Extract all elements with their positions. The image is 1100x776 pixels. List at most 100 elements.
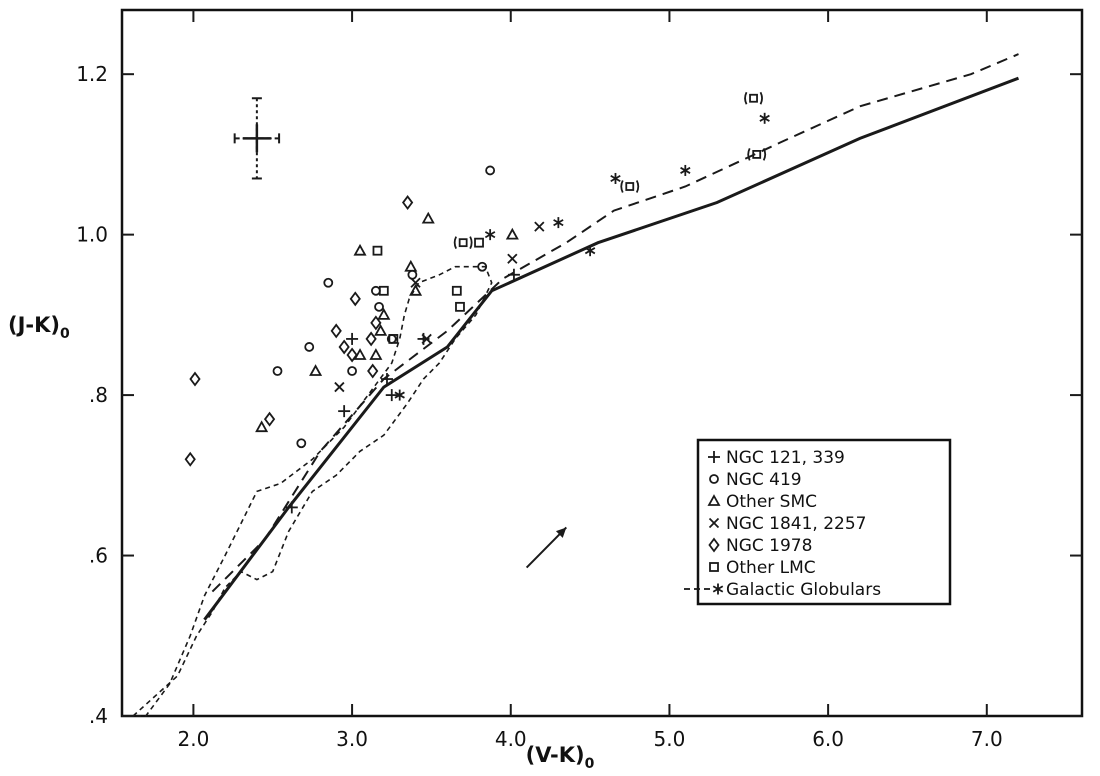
data-point-triangle (505, 227, 519, 240)
data-point-circle (407, 269, 418, 280)
data-point-triangle (309, 364, 323, 376)
data-point-triangle (369, 348, 383, 360)
y-tick-marks: .4 .6 .8 1.0 1.2 (76, 62, 1082, 728)
data-point-circle (485, 165, 496, 176)
legend-symbol-plus (708, 451, 720, 463)
x-axis-title: (V-K)0 (526, 743, 595, 772)
data-point-star (484, 229, 496, 241)
data-point-star (584, 245, 596, 257)
data-point-diamond (370, 315, 382, 331)
data-point-circle (272, 366, 283, 376)
envelope-layer (131, 265, 493, 717)
legend-label: NGC 419 (726, 470, 802, 490)
legend-label: Galactic Globulars (726, 580, 881, 600)
data-point-triangle (377, 308, 391, 320)
data-point-square (455, 301, 465, 312)
arrow-head (555, 527, 567, 538)
y-axis-title-main: (J-K) (8, 313, 60, 337)
legend-symbol-cross (708, 517, 720, 529)
data-point-star (553, 217, 564, 229)
data-point-plus (507, 268, 520, 281)
legend-label: NGC 1841, 2257 (726, 514, 867, 534)
data-point-bracket-square (744, 91, 763, 105)
data-point-plus (380, 373, 393, 386)
data-point-star (394, 389, 405, 401)
data-point-cross (410, 277, 421, 288)
data-point-circle (374, 301, 384, 312)
line-layer (203, 53, 1020, 621)
data-point-bracket-square (453, 236, 473, 250)
legend-label: Other LMC (726, 558, 816, 578)
x-tick-label: 3.0 (336, 727, 368, 751)
data-point-square (378, 285, 389, 296)
data-point-cross (421, 333, 432, 345)
x-axis-title-main: (V-K) (526, 743, 585, 767)
legend-symbol-circle (709, 474, 719, 484)
dashed-sequence-line (211, 53, 1019, 593)
legend-symbol-dash-star (684, 583, 724, 595)
globular-cluster-envelope (131, 265, 493, 717)
data-point-cross (507, 253, 518, 264)
plot-frame (120, 8, 1084, 718)
x-tick-marks: 2.0 3.0 4.0 5.0 6.0 7.0 (177, 10, 1003, 751)
data-point-star (680, 164, 691, 176)
x-axis-title-sub: 0 (585, 756, 595, 772)
legend-label: Other SMC (726, 492, 817, 512)
data-point-plus (385, 389, 398, 402)
data-point-triangle (409, 283, 423, 296)
data-point-triangle (255, 420, 269, 433)
x-tick-label: 2.0 (177, 727, 209, 751)
data-point-square (474, 237, 484, 248)
y-tick-label: .6 (89, 544, 108, 568)
legend-label: NGC 1978 (726, 536, 812, 556)
data-point-triangle (353, 243, 367, 256)
solid-sequence-line (203, 76, 1020, 621)
data-point-circle (296, 438, 307, 449)
y-axis-title-sub: 0 (60, 326, 70, 342)
data-point-plus (338, 405, 351, 418)
data-point-diamond (349, 291, 361, 307)
x-tick-label: 5.0 (654, 727, 686, 751)
y-tick-label: 1.2 (76, 62, 108, 86)
data-point-plus (346, 332, 359, 345)
error-bar (233, 97, 281, 180)
data-point-square (372, 245, 383, 256)
legend-symbol-triangle (707, 494, 721, 506)
reddening-arrow (525, 526, 568, 569)
legend-label: NGC 121, 339 (726, 448, 845, 468)
legend-box (696, 438, 952, 606)
data-point-circle (347, 366, 357, 376)
data-point-diamond (330, 323, 342, 339)
x-tick-label: 6.0 (812, 727, 844, 751)
legend-symbol-square (709, 562, 719, 572)
x-tick-label: 4.0 (495, 727, 527, 751)
y-axis-title: (J-K)0 (8, 313, 70, 342)
data-point-circle (477, 261, 488, 272)
data-point-plus (285, 501, 298, 514)
data-point-circle (323, 277, 334, 288)
data-point-diamond (401, 195, 414, 211)
data-point-diamond (184, 451, 196, 467)
legend-symbol-diamond (708, 537, 720, 553)
data-point-square (451, 285, 462, 296)
x-tick-label: 7.0 (971, 727, 1003, 751)
marker-layer (184, 91, 770, 514)
data-point-star (610, 172, 621, 184)
y-tick-label: .4 (89, 704, 108, 728)
data-point-circle (370, 285, 381, 296)
y-tick-label: .8 (89, 383, 108, 407)
data-point-triangle (404, 259, 418, 272)
y-tick-label: 1.0 (76, 223, 108, 247)
data-point-cross (334, 381, 345, 393)
data-point-diamond (189, 371, 201, 387)
data-point-cross (534, 221, 545, 232)
data-point-triangle (421, 211, 435, 224)
data-point-square (388, 334, 399, 344)
data-point-diamond (365, 331, 377, 347)
data-point-diamond (367, 363, 379, 379)
data-point-bracket-square (620, 180, 640, 193)
data-point-triangle (374, 324, 388, 336)
data-point-bracket-square (747, 148, 767, 161)
